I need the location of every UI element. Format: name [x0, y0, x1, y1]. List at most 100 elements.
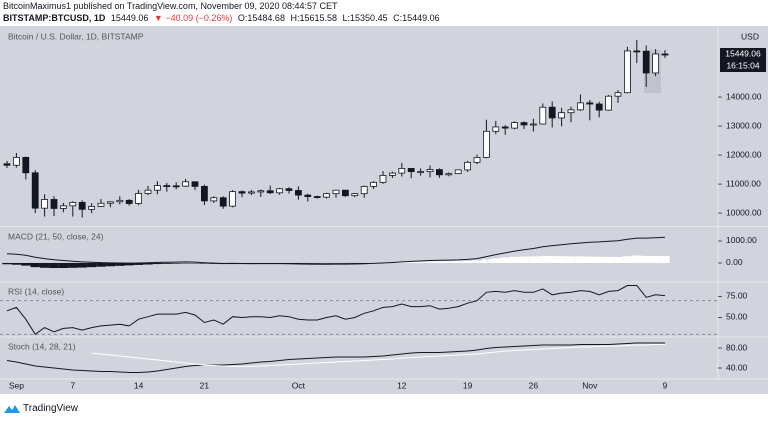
histogram-bar	[556, 256, 567, 263]
candle-body	[595, 103, 603, 111]
histogram-bar	[632, 255, 642, 263]
y-tick-label: 11000.00	[726, 178, 761, 188]
histogram-bar	[180, 262, 191, 264]
candle-body	[511, 122, 519, 129]
histogram-bar	[152, 262, 163, 265]
histogram-bar	[613, 257, 623, 263]
candle-body	[294, 190, 302, 196]
histogram-bar	[547, 255, 557, 263]
candle-body	[370, 181, 378, 187]
histogram-bar	[472, 260, 482, 263]
histogram-bar	[190, 262, 200, 264]
candle-body	[567, 109, 575, 114]
candle-body	[163, 185, 171, 187]
candle-body	[107, 201, 114, 204]
candle-body	[304, 194, 312, 197]
candle-body	[78, 201, 86, 210]
histogram-bar	[500, 257, 510, 263]
brand: TradingView	[23, 403, 79, 414]
candle-body	[435, 169, 443, 176]
axis-unit: USD	[741, 31, 759, 41]
candle-body	[633, 50, 641, 53]
candle-body	[520, 122, 528, 126]
candle-body	[341, 189, 349, 197]
candle-body	[50, 199, 58, 209]
candle-body	[473, 156, 481, 163]
y-tick-label: 10000.00	[726, 207, 762, 217]
histogram-bar	[86, 262, 97, 268]
candle-body	[586, 102, 594, 105]
x-tick-label: 19	[463, 380, 473, 390]
indicator-line	[91, 344, 665, 367]
header-line: BITSTAMP:BTCUSD, 1D 15449.06 ▼ −40.09 (−…	[3, 13, 443, 23]
candle-body	[125, 199, 133, 204]
candle-body	[492, 126, 500, 132]
candle-body	[153, 185, 161, 191]
ohlc-high: H:15615.58	[290, 13, 338, 23]
pane-title: Stoch (14, 28, 21)	[8, 341, 76, 351]
histogram-bar	[293, 262, 304, 264]
candle-body	[445, 173, 453, 176]
last-price-box	[720, 48, 766, 61]
candle-body	[172, 185, 180, 188]
candle-body	[69, 201, 77, 207]
symbol: BITSTAMP:BTCUSD, 1D	[3, 13, 106, 23]
candle-body	[614, 92, 622, 97]
histogram-bar	[77, 262, 87, 268]
candle-body	[12, 156, 20, 166]
ohlc-open: O:15484.68	[237, 13, 285, 23]
logo-icon	[4, 404, 20, 413]
candle-body	[285, 188, 293, 191]
histogram-bar	[462, 260, 473, 263]
chart-background	[0, 26, 768, 394]
histogram-bar	[115, 262, 125, 266]
histogram-bar	[585, 256, 595, 263]
x-tick-label: Oct	[292, 380, 306, 390]
publisher: BitcoinMaximus1 published on TradingView…	[3, 1, 338, 11]
histogram-bar	[660, 255, 670, 263]
y-tick-label: 13000.00	[726, 120, 762, 130]
candle-body	[548, 106, 556, 119]
candle-body	[407, 168, 415, 173]
candle-body	[464, 161, 472, 171]
histogram-bar	[171, 262, 181, 264]
candle-body	[652, 53, 659, 74]
x-tick-label: 9	[663, 380, 668, 390]
histogram-bar	[491, 258, 501, 263]
pane-title: MACD (21, 50, close, 24)	[8, 231, 104, 241]
candle-body	[398, 168, 406, 174]
candle-body	[200, 186, 208, 202]
candle-body	[332, 189, 340, 195]
indicator-line	[6, 342, 665, 373]
countdown-box	[720, 60, 766, 73]
x-tick-label: 21	[200, 380, 210, 390]
candle-body	[219, 197, 227, 207]
histogram-bar	[162, 262, 172, 264]
histogram-bar	[312, 262, 322, 264]
histogram-bar	[133, 262, 144, 265]
histogram-bar	[650, 255, 661, 263]
candle-body	[116, 199, 124, 203]
y-tick-label: 14000.00	[726, 91, 762, 101]
histogram-bar	[566, 256, 576, 263]
histogram-bar	[39, 262, 50, 268]
candle-body	[577, 102, 584, 111]
histogram-bar	[622, 256, 633, 263]
candle-body	[360, 186, 368, 195]
histogram-bar	[321, 262, 332, 264]
histogram-bar	[30, 262, 40, 268]
histogram-bar	[434, 261, 445, 263]
candle-body	[417, 171, 425, 174]
candle-body	[379, 174, 387, 183]
candle-body	[191, 181, 199, 187]
histogram-bar	[528, 256, 539, 263]
ohlc-low: L:15350.45	[342, 13, 388, 23]
candle-body	[229, 191, 237, 207]
price: 15449.06	[110, 13, 149, 23]
histogram-bar	[199, 262, 210, 264]
histogram-bar	[415, 261, 426, 263]
candle-body	[238, 191, 246, 194]
candle-body	[257, 190, 265, 193]
candle-body	[31, 172, 39, 209]
